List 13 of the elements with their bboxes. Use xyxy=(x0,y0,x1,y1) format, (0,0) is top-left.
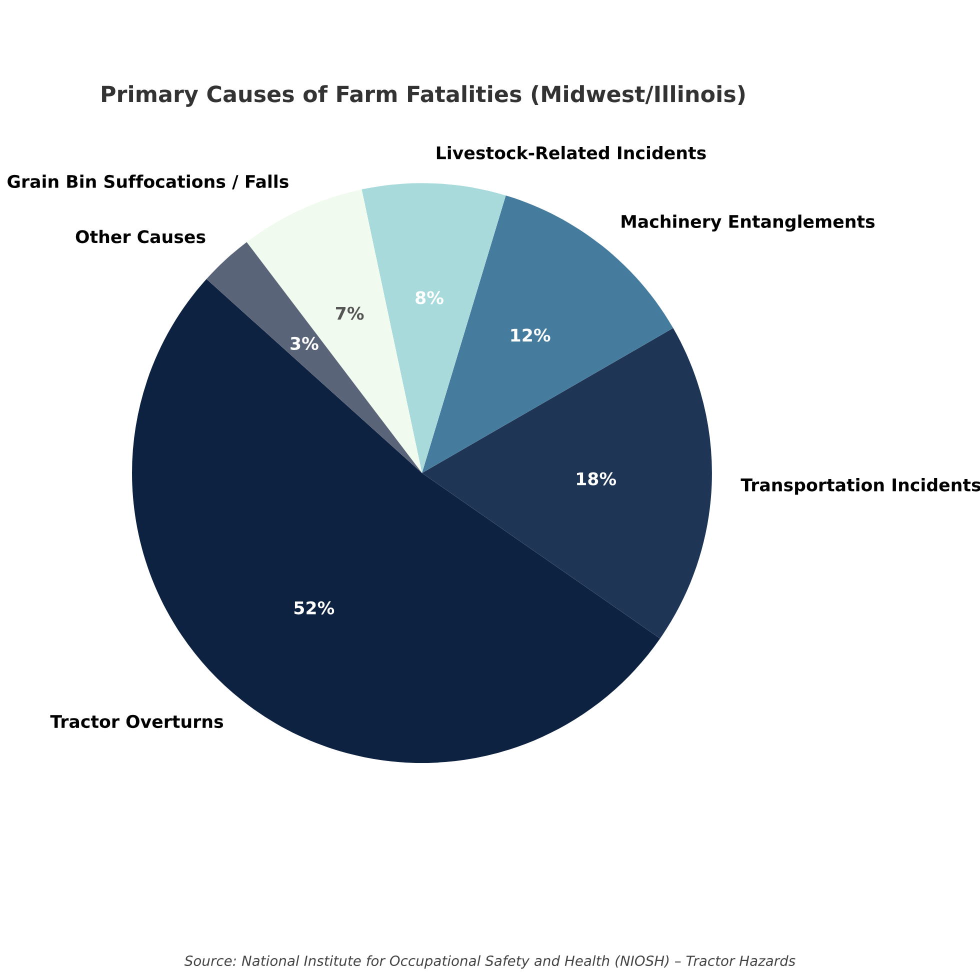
slice-label: Machinery Entanglements xyxy=(622,214,875,232)
data-label: 18% xyxy=(577,472,616,486)
data-label: 12% xyxy=(511,328,550,342)
source-note: Source: National Institute for Occupational Safety and Health (NIOSH) – Tractor Hazards xyxy=(184,955,796,969)
data-label: 7% xyxy=(336,306,364,320)
data-label: 8% xyxy=(416,291,444,304)
slice-label: Livestock-Related Incidents xyxy=(436,146,706,160)
slice-label: Tractor Overturns xyxy=(50,714,224,728)
slice-label: Grain Bin Suffocations / Falls xyxy=(8,174,288,190)
slice-label: Other Causes xyxy=(76,230,206,244)
data-label: 52% xyxy=(294,601,334,614)
chart-title: Primary Causes of Farm Fatalities (Midwest/Illinois) xyxy=(102,85,745,107)
data-label: 3% xyxy=(290,336,318,350)
